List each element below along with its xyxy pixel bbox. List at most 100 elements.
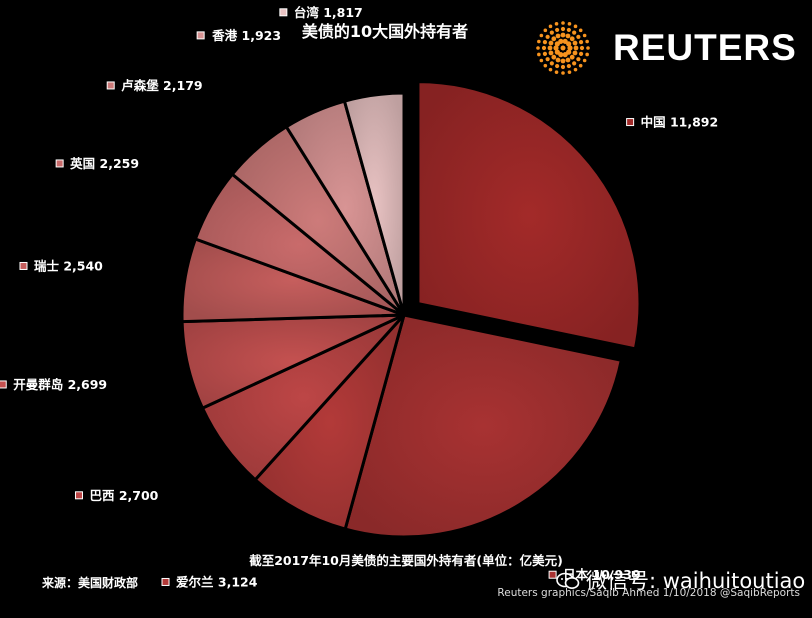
logo-dot [576, 57, 581, 62]
pie-slice-0 [416, 80, 642, 351]
slice-label-7: 卢森堡 2,179 [121, 78, 202, 93]
logo-dot [560, 45, 566, 51]
slice-marker-8 [196, 31, 205, 40]
logo-dot [560, 64, 566, 70]
slice-label-5: 瑞士 2,540 [34, 258, 103, 273]
logo-dot [576, 34, 581, 39]
slice-marker-7 [106, 81, 115, 90]
logo-dot [585, 52, 589, 57]
slice-marker-1 [548, 570, 557, 579]
slice-marker-3 [74, 491, 83, 500]
logo-dot [572, 30, 577, 35]
logo-dot [566, 41, 572, 47]
logo-dot [539, 58, 544, 63]
logo-dot [543, 63, 548, 68]
chart-title: 美债的10大国外持有者 [301, 22, 469, 41]
logo-dot [567, 22, 572, 26]
logo-dot [569, 36, 575, 42]
slice-marker-9 [279, 8, 288, 17]
logo-dot [561, 21, 565, 25]
logo-dot [578, 63, 583, 68]
logo-dot [582, 33, 587, 38]
slice-label-2: 爱尔兰 3,124 [176, 574, 258, 589]
logo-dot [560, 26, 566, 32]
logo-dot [541, 45, 547, 51]
logo-dot [536, 46, 540, 50]
chart-subtitle: 截至2017年10月美债的主要国外持有者(单位：亿美元) [249, 553, 563, 568]
logo-dot [578, 51, 584, 56]
logo-dot [554, 22, 559, 26]
logo-dot [585, 39, 589, 44]
logo-dot [572, 61, 577, 66]
logo-dot [586, 46, 590, 50]
pie-slice-2 [253, 313, 406, 531]
logo-dot [558, 38, 564, 44]
logo-dot [537, 39, 541, 44]
logo-dot [547, 45, 553, 51]
logo-dot [578, 28, 583, 33]
pie-slice-1 [343, 313, 624, 539]
logo-dot [548, 50, 554, 56]
logo-dot [572, 50, 578, 56]
logo-dot [567, 45, 573, 51]
logo-dot [549, 61, 554, 66]
logo-dot [565, 57, 571, 63]
brand: REUTERS [533, 18, 803, 78]
logo-dot [573, 24, 578, 29]
logo-dot [569, 54, 575, 60]
slice-label-1: 日本 10,939 [563, 567, 641, 582]
slice-marker-6 [55, 159, 64, 168]
logo-dot [578, 40, 584, 45]
logo-dot [542, 51, 548, 56]
logo-dot [572, 40, 578, 46]
logo-dot [573, 67, 578, 72]
watermark: 微信号: waihuitoutiao [556, 565, 805, 595]
slice-marker-0 [626, 118, 635, 127]
reuters-logo-icon [536, 21, 590, 75]
slice-marker-2 [161, 577, 170, 586]
watermark-text: 微信号: waihuitoutiao [586, 569, 806, 593]
logo-dot [555, 27, 560, 33]
logo-dot [551, 36, 557, 42]
logo-dot [555, 33, 561, 39]
logo-dot [566, 27, 571, 33]
logo-dot [560, 32, 566, 38]
logo-dot [582, 58, 587, 63]
logo-dot [561, 71, 565, 75]
logo-dot [579, 45, 585, 51]
slice-marker-4 [0, 380, 7, 389]
slice-label-3: 巴西 2,700 [89, 488, 158, 503]
logo-dot [548, 40, 554, 46]
slice-label-4: 开曼群岛 2,699 [13, 377, 107, 392]
logo-dot [545, 34, 550, 39]
logo-dot [545, 57, 550, 62]
slice-label-8: 香港 1,923 [211, 28, 281, 43]
slice-label-6: 英国 2,259 [70, 156, 139, 171]
logo-dot [537, 52, 541, 57]
logo-dot [551, 54, 557, 60]
logo-dot [549, 30, 554, 35]
wechat-icon [556, 572, 580, 589]
logo-dot [554, 49, 560, 55]
slice-label-9: 台湾 1,817 [294, 5, 363, 20]
logo-dot [560, 58, 566, 64]
source-note: 来源：美国财政部 [42, 576, 139, 590]
logo-dot [543, 28, 548, 33]
logo-dot [555, 63, 560, 69]
logo-dot [539, 33, 544, 38]
logo-dot [553, 45, 559, 51]
logo-dot [565, 33, 571, 39]
logo-dot [555, 57, 561, 63]
brand-name: REUTERS [613, 27, 797, 68]
logo-dot [566, 63, 571, 69]
credit-line: Reuters graphics/Saqib Ahmed 1/10/2018 @… [497, 587, 800, 599]
logo-dot [554, 70, 559, 74]
logo-dot [562, 52, 568, 58]
logo-dot [548, 24, 553, 29]
pie-slice-9 [342, 91, 406, 316]
logo-dot [548, 67, 553, 72]
logo-dot [573, 45, 579, 51]
slice-marker-5 [19, 261, 28, 270]
